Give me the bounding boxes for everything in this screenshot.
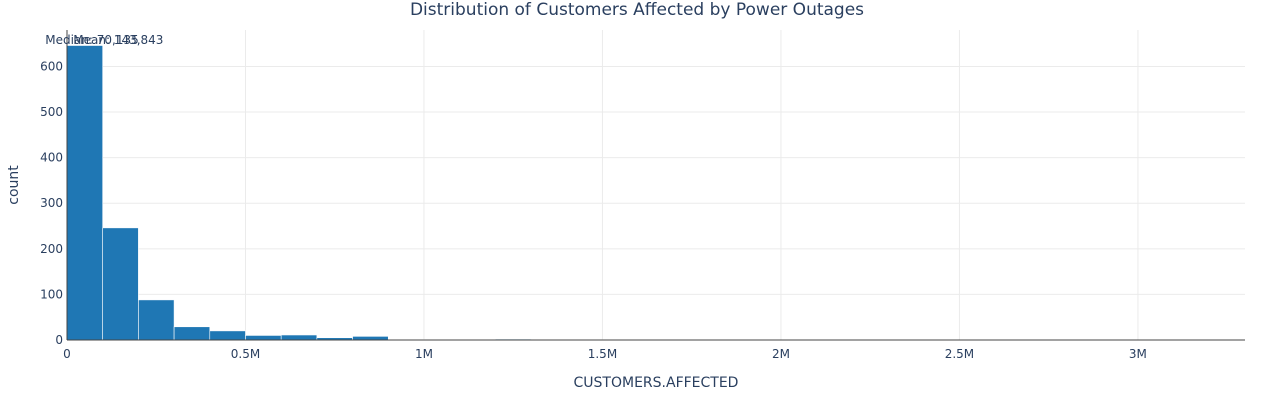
bars-layer <box>67 46 1245 341</box>
grid-layer <box>67 30 1245 340</box>
x-tick-label: 0 <box>63 347 71 361</box>
x-tick-label: 2M <box>772 347 790 361</box>
histogram-bar[interactable] <box>174 327 210 340</box>
chart-title: Distribution of Customers Affected by Po… <box>410 0 864 20</box>
y-tick-label: 200 <box>40 242 63 256</box>
x-tick-label: 2.5M <box>945 347 974 361</box>
y-tick-label: 600 <box>40 59 63 73</box>
y-tick-label: 500 <box>40 105 63 119</box>
x-tick-label: 0.5M <box>231 347 260 361</box>
histogram-bar[interactable] <box>103 228 139 340</box>
histogram-bar[interactable] <box>138 300 174 340</box>
histogram-bar[interactable] <box>281 335 317 340</box>
histogram-bar[interactable] <box>245 335 281 340</box>
y-axis-title: count <box>6 165 22 205</box>
x-tick-label: 1M <box>415 347 433 361</box>
x-tick-label: 1.5M <box>588 347 617 361</box>
y-tick-label: 100 <box>40 287 63 301</box>
y-tick-label: 300 <box>40 196 63 210</box>
x-tick-label: 3M <box>1129 347 1147 361</box>
y-tick-label: 0 <box>55 333 63 347</box>
histogram-bar[interactable] <box>210 331 246 340</box>
mean-annotation: Mean: 143,843 <box>73 33 163 47</box>
histogram-bar[interactable] <box>67 46 103 341</box>
histogram-bar[interactable] <box>353 336 389 340</box>
axes-layer: 0 100 200 300 400 500 600 0 0.5M 1M 1.5M 2M 2.5M 3M <box>40 30 1245 361</box>
x-axis-title: CUSTOMERS.AFFECTED <box>574 375 739 391</box>
y-tick-label: 400 <box>40 151 63 165</box>
